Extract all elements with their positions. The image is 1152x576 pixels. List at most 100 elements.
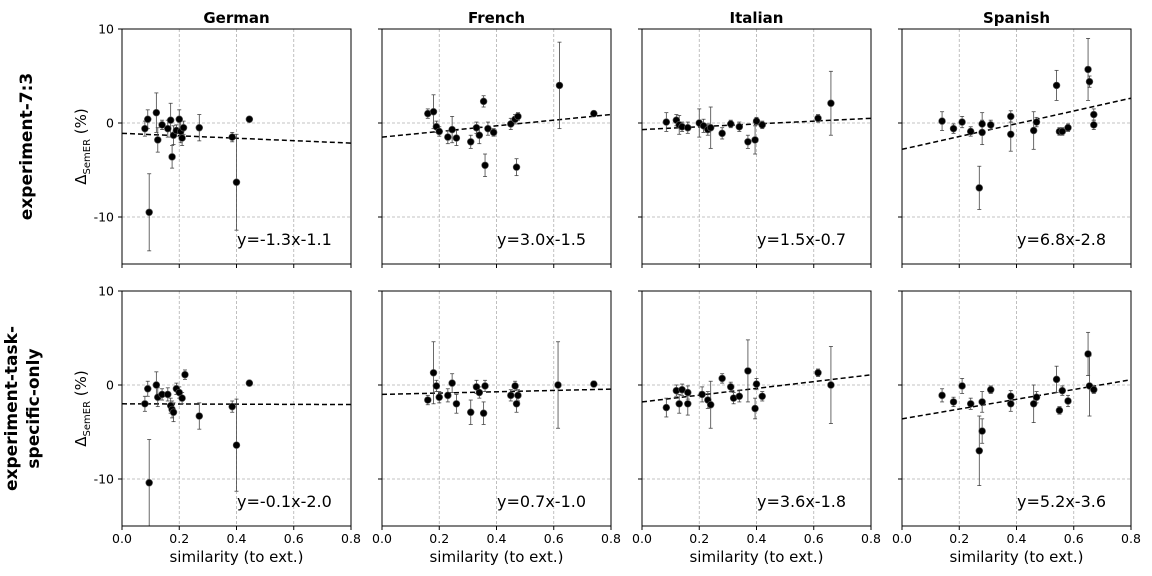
data-point — [1029, 126, 1038, 135]
data-point — [1007, 112, 1015, 121]
data-point — [966, 400, 975, 408]
panel-german-row-0: 10 0 -10 ΔSemER (%) y=-1.3x-1.1 — [72, 22, 352, 268]
panel-italian-row-0: y=1.5x-0.7 — [638, 28, 872, 268]
data-point — [752, 380, 761, 388]
data-point — [448, 379, 456, 387]
data-point — [228, 402, 236, 411]
y-axis-label-subscript: SemER — [82, 401, 93, 437]
data-point — [1058, 127, 1067, 136]
data-point — [512, 400, 521, 408]
x-axis-label: similarity (to ext.) — [689, 548, 823, 566]
panel-french-row-1: 0.0 0.2 0.4 0.6 0.8 similarity (to ext.) y=0.7… — [372, 290, 621, 566]
data-point — [444, 391, 452, 400]
data-point — [144, 385, 152, 393]
data-point — [154, 136, 162, 144]
x-tick-label: 0.0 — [112, 531, 132, 546]
data-point — [195, 412, 203, 420]
panel-french-row-0: y=3.0x-1.5 — [378, 28, 612, 268]
data-point — [590, 109, 598, 118]
x-tick-label: 0.0 — [632, 531, 652, 546]
column-title-italian: Italian — [730, 9, 784, 27]
data-point — [958, 118, 966, 126]
data-point — [429, 369, 438, 377]
data-point — [827, 99, 835, 107]
data-point — [452, 134, 461, 142]
regression-equation: y=-1.3x-1.1 — [237, 230, 332, 249]
data-point — [590, 380, 598, 388]
data-point — [1090, 121, 1098, 129]
panel-spanish-row-1: 0.0 0.2 0.4 0.6 0.8 similarity (to ext.) y=5.2… — [892, 290, 1141, 566]
data-point — [429, 108, 438, 116]
x-tick-label: 0.4 — [747, 531, 767, 546]
x-tick-label: 0.8 — [341, 531, 361, 546]
data-layer — [642, 70, 871, 155]
data-layer — [902, 331, 1131, 486]
data-point — [1058, 386, 1067, 395]
data-point — [164, 390, 172, 399]
data-point — [735, 392, 744, 400]
x-tick-label: 0.6 — [804, 531, 824, 546]
data-point — [141, 124, 149, 133]
data-point — [684, 400, 692, 408]
data-point — [178, 134, 186, 142]
y-axis-label-unit: (%) — [72, 370, 90, 401]
data-point — [938, 391, 946, 400]
row-titles: experiment-7:3 experiment-task-specific-o… — [2, 73, 44, 491]
column-title-spanish: Spanish — [983, 9, 1050, 27]
data-point — [141, 400, 149, 408]
data-point — [1055, 406, 1064, 415]
data-point — [675, 400, 683, 408]
data-point — [181, 370, 189, 379]
data-point — [444, 133, 452, 141]
data-point — [435, 393, 443, 401]
panel-german-row-1: 0.0 0.2 0.4 0.6 0.8 10 0 -10 similarity (to ext.… — [72, 284, 361, 567]
data-point — [1084, 65, 1092, 74]
panel-italian-row-1: 0.0 0.2 0.4 0.6 0.8 similarity (to ext.) y=3.6… — [632, 290, 881, 566]
y-axis-label-main: Δ — [72, 174, 90, 185]
data-point — [514, 112, 522, 121]
data-point — [245, 379, 254, 387]
data-point — [987, 386, 995, 394]
data-point — [555, 81, 564, 90]
data-point — [432, 382, 441, 390]
data-point — [1085, 77, 1094, 86]
data-layer — [122, 92, 351, 252]
data-point — [958, 382, 966, 390]
data-point — [512, 163, 521, 171]
data-point — [718, 129, 726, 138]
data-point — [472, 123, 481, 132]
data-point — [507, 120, 515, 128]
x-tick-label: 0.8 — [861, 531, 881, 546]
x-tick-label: 0.4 — [1007, 531, 1027, 546]
regression-equation: y=3.0x-1.5 — [497, 230, 586, 249]
data-layer — [382, 41, 611, 177]
y-axis-label-unit: (%) — [72, 108, 90, 139]
data-layer — [902, 38, 1131, 210]
y-tick-label: 0 — [106, 378, 114, 393]
data-point — [158, 121, 166, 129]
data-point — [1090, 110, 1098, 119]
data-point — [232, 178, 241, 186]
y-tick-label: -10 — [94, 210, 114, 225]
x-tick-label: 0.0 — [372, 531, 392, 546]
data-point — [169, 408, 178, 416]
data-point — [827, 381, 835, 389]
data-point — [758, 392, 766, 400]
y-axis-label: ΔSemER (%) — [72, 370, 93, 447]
data-point — [467, 138, 475, 146]
data-point — [175, 115, 183, 123]
data-point — [144, 115, 152, 123]
data-point — [424, 396, 432, 404]
data-point — [479, 97, 488, 106]
y-axis-label-subscript: SemER — [82, 139, 93, 175]
x-tick-label: 0.4 — [487, 531, 507, 546]
data-point — [662, 403, 671, 412]
data-point — [152, 108, 161, 117]
data-point — [978, 427, 986, 435]
x-tick-label: 0.6 — [284, 531, 304, 546]
data-point — [1007, 400, 1015, 408]
data-point — [727, 383, 735, 391]
data-point — [1064, 123, 1072, 132]
column-titles: German French Italian Spanish — [203, 9, 1050, 27]
